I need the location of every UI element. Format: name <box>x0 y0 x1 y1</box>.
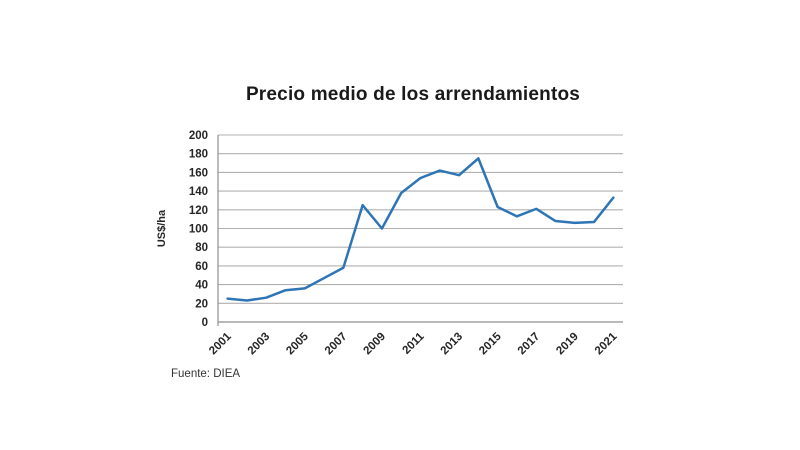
series-line-precio-medio <box>226 157 615 302</box>
y-axis-tick-label: 0 <box>202 317 208 329</box>
y-axis-tick-label: 120 <box>189 205 208 217</box>
x-axis-tick-label: 2003 <box>246 331 273 358</box>
x-axis-tick-label: 2015 <box>477 330 504 357</box>
y-axis-tick-label: 140 <box>189 186 208 198</box>
y-axis-tick-label: 200 <box>189 130 208 142</box>
y-axis-tick-label: 160 <box>189 167 208 179</box>
y-axis-title: US$/ha <box>156 209 168 247</box>
y-axis-tick-label: 80 <box>195 242 208 254</box>
y-axis-tick-label: 180 <box>189 149 208 161</box>
y-axis-tick-label: 100 <box>189 224 208 236</box>
y-axis-tick-label: 40 <box>195 280 208 292</box>
x-axis-tick-label: 2013 <box>439 331 466 358</box>
y-axis-tick-label: 20 <box>195 298 208 310</box>
x-axis-tick-label: 2001 <box>207 330 234 357</box>
x-axis-tick-label: 2011 <box>400 330 427 357</box>
x-axis-tick-label: 2019 <box>554 331 581 358</box>
x-axis-tick-label: 2017 <box>516 331 543 358</box>
chart-title: Precio medio de los arrendamientos <box>245 84 581 105</box>
x-axis-tick-label: 2021 <box>593 330 620 357</box>
y-axis-tick-label: 60 <box>195 261 208 273</box>
x-axis-tick-label: 2007 <box>323 331 350 358</box>
x-axis-tick-label: 2005 <box>284 330 311 357</box>
x-axis-tick-label: 2009 <box>361 331 388 358</box>
source-note: Fuente: DIEA <box>171 368 241 380</box>
